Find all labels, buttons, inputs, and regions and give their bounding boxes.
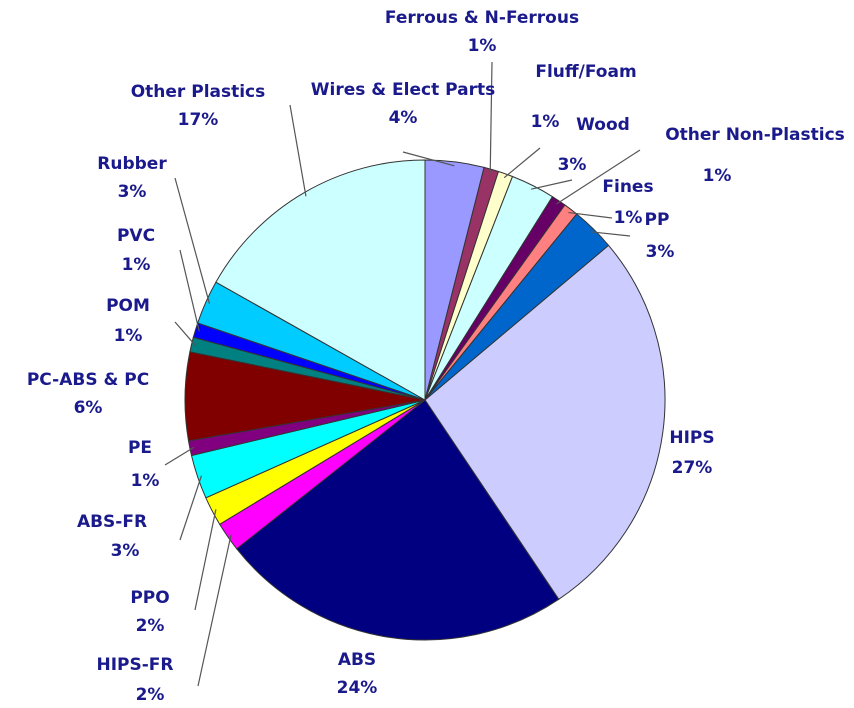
slice-label: HIPS-FR [96, 655, 173, 675]
slice-label: HIPS [669, 428, 714, 448]
slice-label: PC-ABS & PC [27, 370, 149, 390]
slice-label: Fines [602, 177, 653, 197]
leader-line [503, 147, 541, 179]
slice-value-label: 1% [122, 255, 151, 275]
slice-label: Wood [576, 115, 630, 135]
slice-value-label: 4% [389, 108, 418, 128]
slice-value-label: 3% [646, 242, 675, 262]
leader-line [194, 509, 217, 611]
slice-value-label: 27% [672, 458, 713, 478]
slice-value-label: 1% [614, 208, 643, 228]
pie-slice [215, 159, 426, 401]
slice-label: Other Non-Plastics [665, 125, 845, 145]
slice-value-label: 1% [703, 166, 732, 186]
leader-line [289, 104, 307, 197]
slice-label: Ferrous & N-Ferrous [385, 8, 579, 28]
slice-label: Other Plastics [131, 82, 266, 102]
slice-label: Wires & Elect Parts [311, 80, 495, 100]
slice-value-label: 1% [131, 471, 160, 491]
slice-value-label: 6% [74, 398, 103, 418]
slice-label: ABS [338, 650, 376, 670]
slice-label: PE [128, 438, 152, 458]
slice-label: POM [106, 296, 150, 316]
slice-value-label: 2% [136, 685, 165, 705]
slice-label: ABS-FR [77, 512, 147, 532]
slice-value-label: 3% [111, 541, 140, 561]
slice-value-label: 2% [136, 616, 165, 636]
leader-line [164, 446, 195, 466]
slice-label: PVC [117, 226, 155, 246]
slice-label: Rubber [97, 154, 167, 174]
leader-line [179, 475, 203, 541]
slice-label: PP [645, 210, 670, 230]
leader-line [174, 177, 211, 304]
leader-line [590, 231, 631, 237]
leader-line [531, 179, 573, 190]
pie-slice [424, 244, 666, 600]
slice-value-label: 17% [178, 110, 219, 130]
leader-line [174, 321, 196, 346]
leader-line [489, 61, 493, 174]
leader-line [197, 534, 232, 687]
slice-value-label: 1% [531, 112, 560, 132]
slice-value-label: 24% [337, 678, 378, 698]
pie-slice [235, 399, 560, 641]
leader-line [402, 151, 455, 167]
slice-value-label: 3% [558, 155, 587, 175]
leader-line [556, 149, 641, 205]
slice-value-label: 1% [114, 326, 143, 346]
slice-value-label: 3% [118, 182, 147, 202]
leader-line [568, 211, 613, 219]
slice-label: Fluff/Foam [535, 62, 636, 82]
slice-value-label: 1% [468, 36, 497, 56]
slice-label: PPO [130, 588, 169, 608]
leader-line [179, 249, 200, 332]
